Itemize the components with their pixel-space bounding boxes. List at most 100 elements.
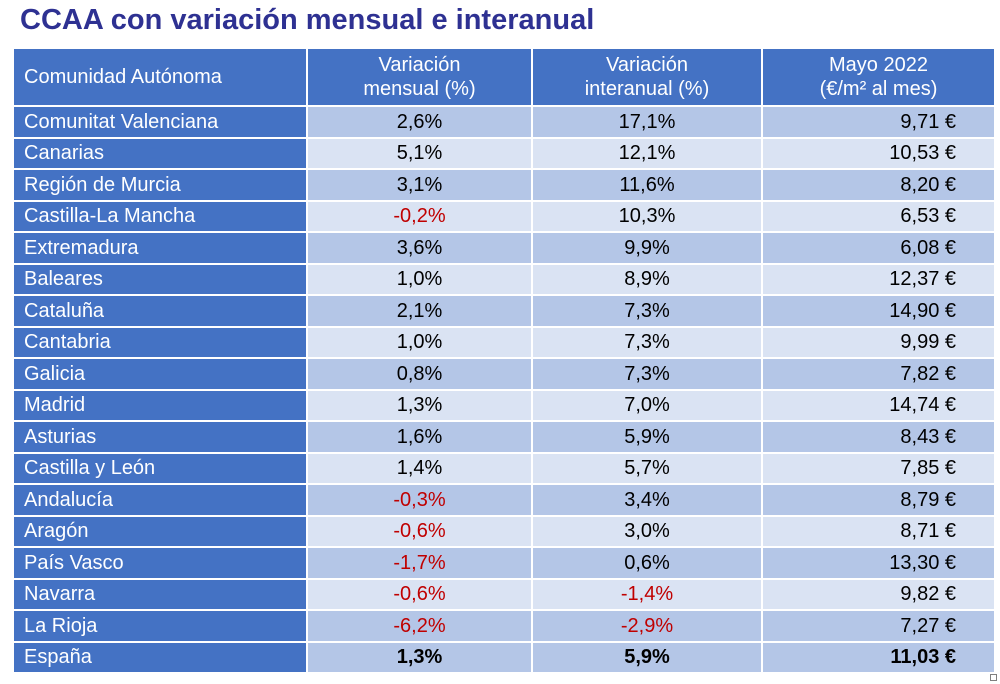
monthly-variation-cell: 3,6% <box>306 231 533 265</box>
region-cell: País Vasco <box>12 546 308 580</box>
header-annual-line2: interanual (%) <box>584 78 710 100</box>
price-cell: 8,79 € <box>761 483 996 517</box>
annual-variation-cell: 11,6% <box>531 168 763 202</box>
table-row: Cantabria 1,0% 7,3% 9,99 € <box>12 325 996 359</box>
header-annual-line1: Variación <box>606 54 688 76</box>
monthly-variation-cell: 1,6% <box>306 420 533 454</box>
header-row: Comunidad Autónoma Variación mensual (%)… <box>12 47 996 107</box>
page-title: CCAA con variación mensual e interanual <box>20 4 595 36</box>
region-cell: Asturias <box>12 420 308 454</box>
monthly-variation-cell: 1,0% <box>306 325 533 359</box>
table-row: Aragón -0,6% 3,0% 8,71 € <box>12 514 996 548</box>
table-row: Andalucía -0,3% 3,4% 8,79 € <box>12 483 996 517</box>
price-cell: 8,43 € <box>761 420 996 454</box>
monthly-variation-cell: -0,3% <box>306 483 533 517</box>
annual-variation-cell: 17,1% <box>531 105 763 139</box>
monthly-variation-cell: 1,3% <box>306 388 533 422</box>
price-cell: 14,90 € <box>761 294 996 328</box>
table-row: Comunitat Valenciana 2,6% 17,1% 9,71 € <box>12 105 996 139</box>
region-cell: Cataluña <box>12 294 308 328</box>
price-cell: 12,37 € <box>761 262 996 296</box>
annual-variation-cell: 5,9% <box>531 640 763 674</box>
table-row: Navarra -0,6% -1,4% 9,82 € <box>12 577 996 611</box>
monthly-variation-cell: 2,6% <box>306 105 533 139</box>
table-row: Castilla y León 1,4% 5,7% 7,85 € <box>12 451 996 485</box>
annual-variation-cell: 7,3% <box>531 294 763 328</box>
price-cell: 6,53 € <box>761 199 996 233</box>
region-cell: Extremadura <box>12 231 308 265</box>
price-cell: 9,71 € <box>761 105 996 139</box>
annual-variation-cell: 0,6% <box>531 546 763 580</box>
price-cell: 7,27 € <box>761 609 996 643</box>
annual-variation-cell: 10,3% <box>531 199 763 233</box>
monthly-variation-cell: -0,6% <box>306 577 533 611</box>
header-price-line2: (€/m² al mes) <box>819 78 938 100</box>
table-row: La Rioja -6,2% -2,9% 7,27 € <box>12 609 996 643</box>
price-cell: 9,82 € <box>761 577 996 611</box>
monthly-variation-cell: 2,1% <box>306 294 533 328</box>
monthly-variation-cell: -0,6% <box>306 514 533 548</box>
annual-variation-cell: 12,1% <box>531 136 763 170</box>
monthly-variation-cell: 0,8% <box>306 357 533 391</box>
region-cell: Madrid <box>12 388 308 422</box>
price-cell: 8,71 € <box>761 514 996 548</box>
annual-variation-cell: 3,4% <box>531 483 763 517</box>
annual-variation-cell: 5,9% <box>531 420 763 454</box>
header-monthly-line2: mensual (%) <box>363 78 476 100</box>
monthly-variation-cell: -6,2% <box>306 609 533 643</box>
region-cell: Navarra <box>12 577 308 611</box>
monthly-variation-cell: 5,1% <box>306 136 533 170</box>
annual-variation-cell: 8,9% <box>531 262 763 296</box>
header-region: Comunidad Autónoma <box>12 47 308 107</box>
monthly-variation-cell: -1,7% <box>306 546 533 580</box>
price-cell: 6,08 € <box>761 231 996 265</box>
price-cell: 7,85 € <box>761 451 996 485</box>
region-cell: Andalucía <box>12 483 308 517</box>
table-row: Galicia 0,8% 7,3% 7,82 € <box>12 357 996 391</box>
annual-variation-cell: -2,9% <box>531 609 763 643</box>
region-cell: Baleares <box>12 262 308 296</box>
region-cell: Galicia <box>12 357 308 391</box>
price-cell: 7,82 € <box>761 357 996 391</box>
annual-variation-cell: 7,0% <box>531 388 763 422</box>
region-cell: Región de Murcia <box>12 168 308 202</box>
table-row: Asturias 1,6% 5,9% 8,43 € <box>12 420 996 454</box>
region-cell: Castilla-La Mancha <box>12 199 308 233</box>
table-row: Madrid 1,3% 7,0% 14,74 € <box>12 388 996 422</box>
header-annual: Variación interanual (%) <box>531 47 763 107</box>
resize-handle-icon <box>990 674 997 681</box>
header-monthly: Variación mensual (%) <box>306 47 533 107</box>
annual-variation-cell: 5,7% <box>531 451 763 485</box>
price-cell: 13,30 € <box>761 546 996 580</box>
monthly-variation-cell: -0,2% <box>306 199 533 233</box>
monthly-variation-cell: 1,3% <box>306 640 533 674</box>
region-cell: Castilla y León <box>12 451 308 485</box>
annual-variation-cell: -1,4% <box>531 577 763 611</box>
price-cell: 10,53 € <box>761 136 996 170</box>
annual-variation-cell: 7,3% <box>531 357 763 391</box>
table-row: Canarias 5,1% 12,1% 10,53 € <box>12 136 996 170</box>
annual-variation-cell: 9,9% <box>531 231 763 265</box>
header-price: Mayo 2022 (€/m² al mes) <box>761 47 996 107</box>
region-cell: Comunitat Valenciana <box>12 105 308 139</box>
price-cell: 14,74 € <box>761 388 996 422</box>
table-body: Comunitat Valenciana 2,6% 17,1% 9,71 € Canar… <box>12 105 996 674</box>
region-cell: Cantabria <box>12 325 308 359</box>
region-cell: Aragón <box>12 514 308 548</box>
table-row: Extremadura 3,6% 9,9% 6,08 € <box>12 231 996 265</box>
data-table: Comunidad Autónoma Variación mensual (%)… <box>12 47 996 674</box>
table-row: Baleares 1,0% 8,9% 12,37 € <box>12 262 996 296</box>
price-cell: 9,99 € <box>761 325 996 359</box>
region-cell: Canarias <box>12 136 308 170</box>
region-cell: La Rioja <box>12 609 308 643</box>
price-cell: 8,20 € <box>761 168 996 202</box>
monthly-variation-cell: 1,4% <box>306 451 533 485</box>
annual-variation-cell: 3,0% <box>531 514 763 548</box>
table-row: País Vasco -1,7% 0,6% 13,30 € <box>12 546 996 580</box>
monthly-variation-cell: 3,1% <box>306 168 533 202</box>
region-cell: España <box>12 640 308 674</box>
header-monthly-line1: Variación <box>378 54 461 76</box>
table-row: Castilla-La Mancha -0,2% 10,3% 6,53 € <box>12 199 996 233</box>
table-row: Cataluña 2,1% 7,3% 14,90 € <box>12 294 996 328</box>
total-row: España 1,3% 5,9% 11,03 € <box>12 640 996 674</box>
